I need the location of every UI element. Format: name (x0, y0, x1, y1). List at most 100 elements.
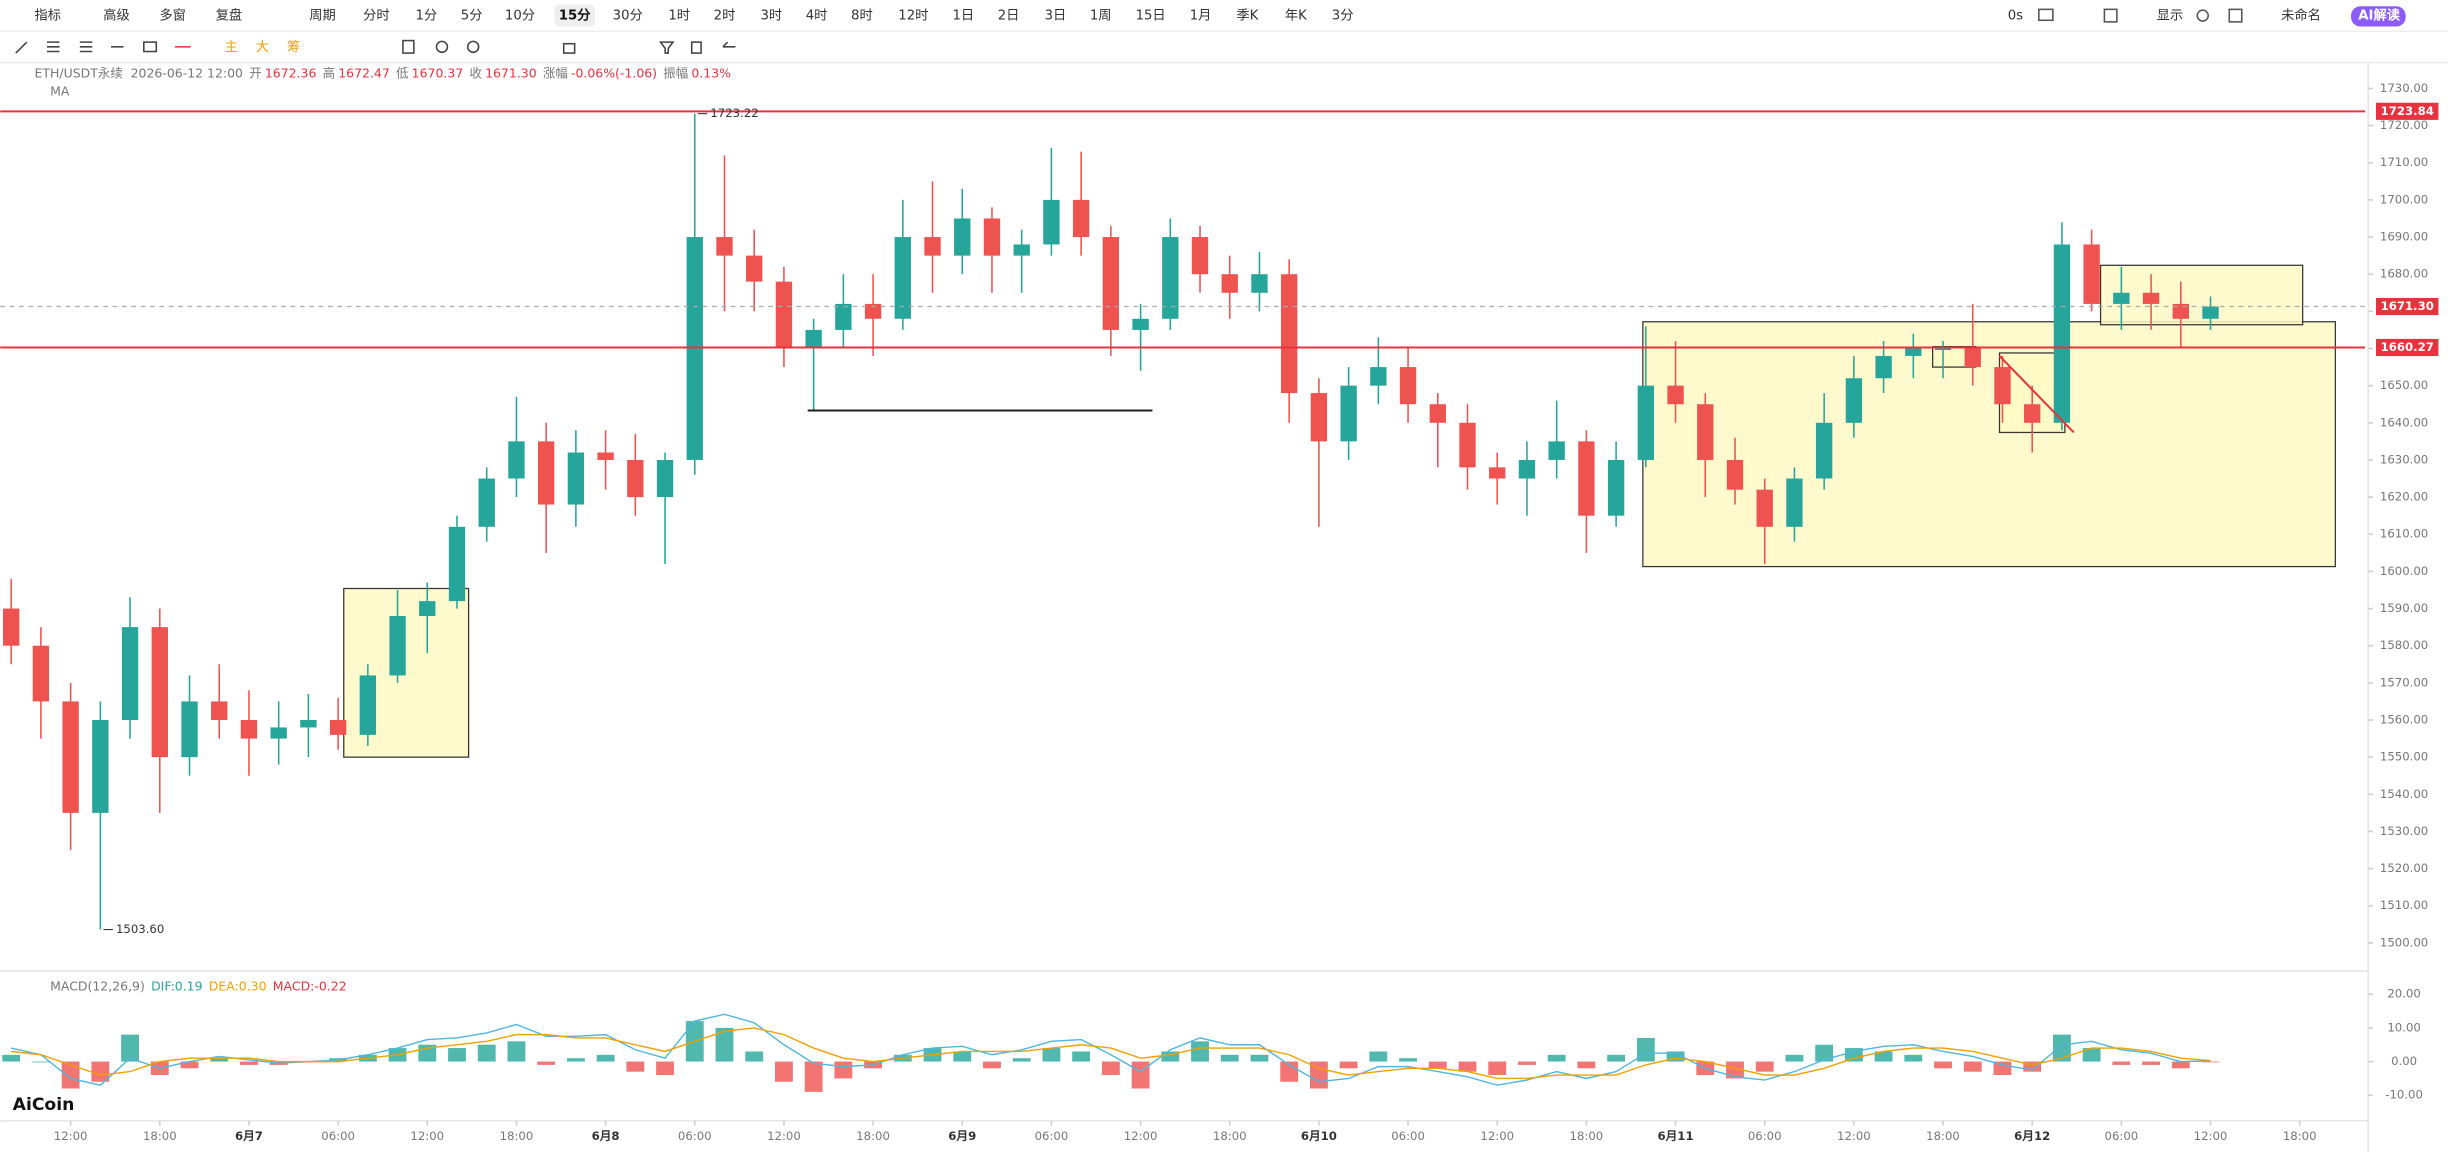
toolbar-item[interactable]: 指标 (35, 8, 62, 24)
camera-icon[interactable] (2038, 8, 2054, 22)
candle-body (270, 727, 287, 739)
period-button[interactable]: 15分 (559, 8, 591, 24)
macd-legend-item: MACD:-0.22 (273, 978, 347, 993)
tool-rect[interactable] (143, 41, 158, 53)
tool-copy[interactable] (402, 39, 415, 54)
fullscreen-icon[interactable] (2228, 8, 2243, 23)
macd-bar (1339, 1061, 1358, 1069)
macd-bar (507, 1041, 526, 1062)
toolbar-right-item[interactable]: 0s (2008, 9, 2023, 24)
tool-filter[interactable] (658, 41, 675, 54)
tool-zoom[interactable] (466, 40, 480, 54)
period-button[interactable]: 3日 (1045, 9, 1067, 24)
period-button[interactable]: 8时 (851, 8, 873, 24)
x-tick-label: 18:00 (500, 1129, 534, 1143)
y-tick-label: 1540.00 (2380, 787, 2428, 801)
window-icon[interactable] (2103, 8, 2118, 23)
toolbar-right-item[interactable]: 未命名 (2281, 7, 2321, 24)
period-button[interactable]: 季K (1236, 8, 1258, 24)
x-tick-label: 06:00 (1391, 1129, 1425, 1143)
candle-body (2202, 306, 2219, 319)
period-button[interactable]: 15日 (1136, 9, 1166, 24)
period-button[interactable]: 3时 (760, 8, 782, 24)
macd-bar (834, 1061, 853, 1079)
x-tick-label: 12:00 (1837, 1129, 1871, 1143)
period-button[interactable]: 1时 (668, 8, 690, 24)
toolbar-item[interactable]: 复盘 (216, 7, 243, 24)
period-button[interactable]: 3分 (1332, 8, 1354, 24)
macd-bar (2142, 1061, 2161, 1065)
toolbar-right-item[interactable]: AI解读 (2358, 7, 2400, 24)
period-button[interactable]: 4时 (806, 8, 828, 24)
period-button[interactable]: 1周 (1090, 9, 1112, 24)
period-button[interactable]: 12时 (898, 8, 928, 24)
candle-body (1370, 367, 1387, 386)
y-tick-label: 1600.00 (2380, 564, 2428, 578)
candle-body (746, 255, 763, 282)
candle-body (1607, 459, 1625, 516)
toolbar-right-item[interactable]: 显示 (2157, 9, 2184, 24)
tool-hlines[interactable] (47, 41, 60, 53)
y-tick-label: 1560.00 (2380, 713, 2428, 727)
macd-bar (596, 1054, 615, 1062)
indicator-button[interactable]: 主 (225, 39, 238, 55)
period-button[interactable]: 分时 (363, 8, 390, 24)
candle-body (1905, 348, 1922, 356)
tool-link[interactable] (435, 40, 449, 54)
macd-y-tick-label: 10.00 (2387, 1020, 2420, 1034)
y-tick-label: 1500.00 (2380, 935, 2428, 949)
y-tick-label: 1730.00 (2380, 81, 2428, 95)
macd-bar (1666, 1051, 1685, 1062)
macd-bar (983, 1061, 1001, 1069)
macd-bar (1220, 1054, 1239, 1062)
info-label: 高 (323, 65, 335, 80)
candle-body (211, 701, 228, 721)
macd-bar (448, 1048, 466, 1062)
period-button[interactable]: 1分 (415, 8, 437, 24)
y-tick-label: 1610.00 (2380, 527, 2428, 541)
macd-bar (1963, 1061, 1982, 1072)
candle-body (775, 281, 793, 349)
period-button[interactable]: 1日 (952, 9, 974, 24)
period-button[interactable]: 5分 (461, 8, 483, 24)
info-value: 0.13% (691, 65, 731, 80)
candle-body (1726, 459, 1744, 490)
drawing-tools[interactable] (15, 39, 736, 54)
period-button[interactable]: 10分 (505, 8, 535, 24)
macd-bar (477, 1044, 496, 1062)
candle-body (1548, 441, 1565, 460)
candle-body (2113, 292, 2130, 304)
period-button[interactable]: 30分 (613, 8, 643, 24)
toolbar-item[interactable]: 多窗 (159, 7, 186, 24)
tool-delete[interactable] (690, 41, 702, 54)
candle-body (1043, 199, 1060, 245)
indicator-button[interactable]: 大 (256, 39, 269, 55)
tool-lock[interactable] (562, 42, 576, 54)
period-active-bg (554, 4, 595, 27)
macd-bar (656, 1061, 674, 1076)
tool-line[interactable] (15, 41, 28, 54)
macd-bar (31, 1061, 50, 1063)
toolbar-item[interactable]: 周期 (309, 8, 336, 24)
candle-body (32, 645, 50, 702)
toolbar-item[interactable]: 高级 (103, 7, 130, 24)
settings-icon[interactable] (2196, 9, 2209, 22)
candle-body (597, 452, 614, 460)
tool-undo[interactable] (722, 41, 736, 48)
tool-channel[interactable] (79, 41, 93, 53)
period-button[interactable]: 2时 (714, 8, 736, 24)
macd-bar (1161, 1051, 1180, 1062)
macd-bar (626, 1061, 645, 1072)
candle-body (151, 627, 168, 758)
candle-body (2083, 244, 2100, 304)
period-button[interactable]: 年K (1285, 8, 1307, 24)
indicator-button[interactable]: 筹 (287, 38, 300, 55)
x-tick-label: 18:00 (1570, 1129, 1604, 1143)
right-icons[interactable] (2038, 8, 2243, 23)
period-button[interactable]: 2日 (998, 9, 1020, 24)
ai-button[interactable] (2351, 6, 2406, 27)
info-value: 1671.30 (485, 65, 537, 80)
period-button[interactable]: 1月 (1190, 9, 1212, 24)
